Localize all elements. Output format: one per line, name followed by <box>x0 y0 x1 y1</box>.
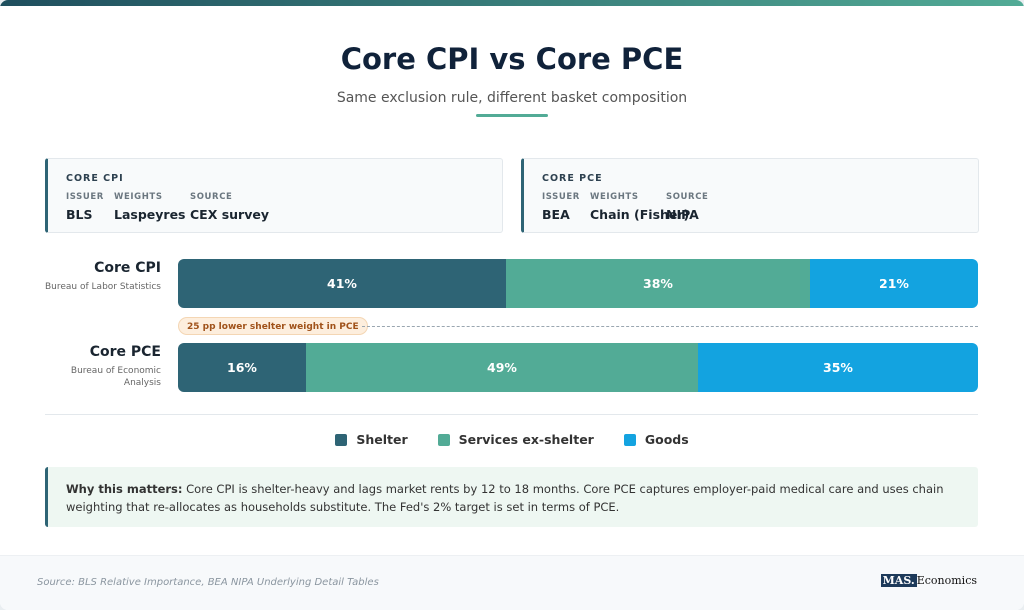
bar-segment: 35% <box>698 343 978 392</box>
field-value: NIPA <box>666 207 699 222</box>
legend-label: Services ex-shelter <box>458 432 594 447</box>
bar-segment: 21% <box>810 259 978 308</box>
value-label: 38% <box>643 276 673 291</box>
category-subtitle: Bureau of Labor Statistics <box>45 282 161 292</box>
separator <box>45 414 978 415</box>
bar-segment: 38% <box>506 259 810 308</box>
card-field: SOURCE CEX survey <box>190 192 269 222</box>
card-field: SOURCE NIPA <box>666 192 708 222</box>
value-label: 21% <box>879 276 909 291</box>
card-heading: CORE CPI <box>66 173 124 184</box>
bar-segment: 41% <box>178 259 506 308</box>
brand-mark: MAS. <box>880 574 917 587</box>
bar-row: 41% 38% 21% <box>178 259 978 308</box>
legend-swatch <box>335 433 348 446</box>
subtitle: Same exclusion rule, different basket co… <box>336 90 688 106</box>
source: Source: BLS Relative Importance, BEA NIP… <box>37 577 379 588</box>
card-field: ISSUER BEA <box>542 192 580 222</box>
info-card: CORE CPI ISSUER BLS WEIGHTS Laspeyres SOURCE C… <box>45 158 503 233</box>
value-label: 41% <box>327 276 357 291</box>
legend-item: Services ex-shelter <box>437 432 594 447</box>
card-field: ISSUER BLS <box>66 192 104 222</box>
info-card: CORE PCE ISSUER BEA WEIGHTS Chain (Fisher) SO… <box>521 158 979 233</box>
category-label: Core CPI Bureau of Labor Statistics <box>31 260 161 293</box>
title: Core CPI vs Core PCE <box>340 42 684 76</box>
top-bar <box>0 0 1024 6</box>
value-label: 49% <box>487 360 517 375</box>
card-field: WEIGHTS Chain (Fisher) <box>590 192 689 222</box>
legend-swatch <box>623 433 636 446</box>
legend-swatch <box>437 433 450 446</box>
field-label: ISSUER <box>66 192 104 202</box>
value-label: 35% <box>823 360 853 375</box>
field-label: SOURCE <box>190 192 233 202</box>
field-label: WEIGHTS <box>590 192 639 202</box>
legend-item: Shelter <box>335 432 408 447</box>
note-label: Why this matters: <box>66 482 183 496</box>
field-label: WEIGHTS <box>114 192 163 202</box>
category-subtitle: Bureau of Economic Analysis <box>70 366 161 388</box>
legend: Shelter Services ex-shelter Goods <box>0 432 1024 447</box>
field-value: BEA <box>542 207 570 222</box>
card-heading: CORE PCE <box>542 173 603 184</box>
field-value: BLS <box>66 207 93 222</box>
category-name: Core CPI <box>94 260 161 276</box>
card-field: WEIGHTS Laspeyres <box>114 192 186 222</box>
field-value: Laspeyres <box>114 207 186 222</box>
field-value: CEX survey <box>190 207 269 222</box>
annotation-line <box>362 326 978 327</box>
field-label: ISSUER <box>542 192 580 202</box>
legend-label: Shelter <box>356 432 408 447</box>
note-text: Core CPI is shelter-heavy and lags marke… <box>66 482 944 514</box>
bar-row: 16% 49% 35% <box>178 343 978 392</box>
brand: MAS. Economics <box>880 574 977 587</box>
brand-text: Economics <box>916 574 977 587</box>
title-rule <box>476 114 548 117</box>
field-value: Chain (Fisher) <box>590 207 690 222</box>
value-label: 16% <box>227 360 257 375</box>
annotation: 25 pp lower shelter weight in PCE <box>178 317 368 335</box>
note: Why this matters: Core CPI is shelter-he… <box>45 467 978 527</box>
footer: Source: BLS Relative Importance, BEA NIP… <box>0 555 1024 610</box>
bar-segment: 16% <box>178 343 306 392</box>
legend-item: Goods <box>623 432 689 447</box>
category-label: Core PCE Bureau of Economic Analysis <box>31 344 161 389</box>
legend-label: Goods <box>644 432 689 447</box>
category-name: Core PCE <box>89 344 161 360</box>
field-label: SOURCE <box>666 192 709 202</box>
bar-segment: 49% <box>306 343 698 392</box>
